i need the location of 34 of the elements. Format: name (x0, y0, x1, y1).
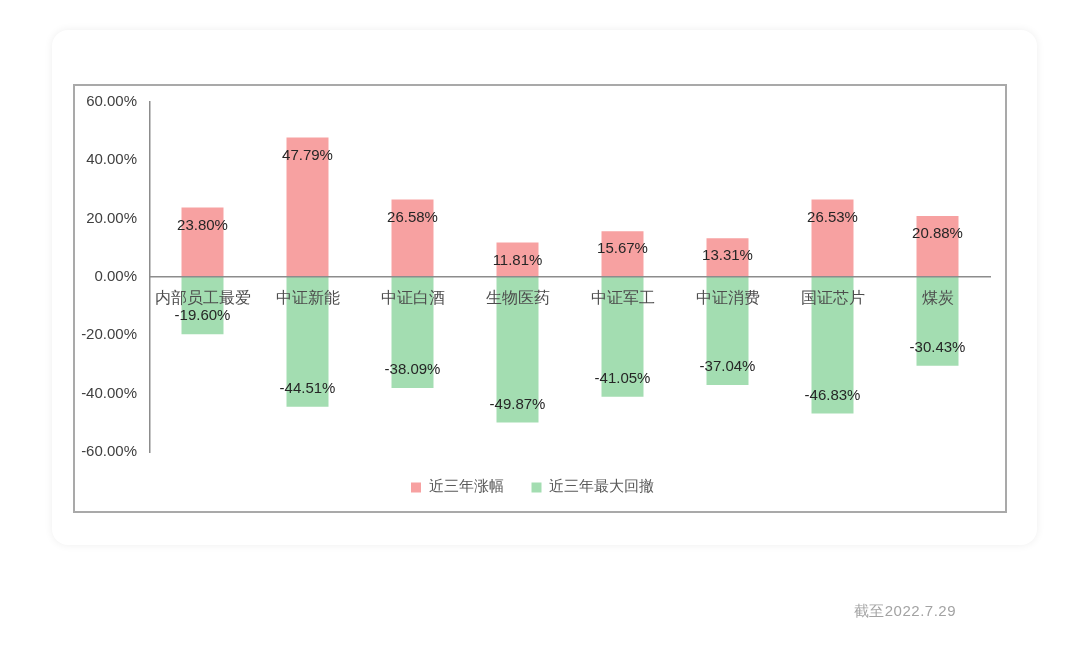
data-label: 26.53% (807, 207, 858, 225)
legend-label: 近三年最大回撤 (549, 477, 654, 496)
y-tick-label: 60.00% (86, 92, 137, 110)
data-label: 13.31% (702, 246, 753, 264)
data-label: -44.51% (279, 378, 336, 396)
y-tick-label: -20.00% (81, 325, 137, 343)
data-label: 15.67% (597, 239, 648, 257)
x-tick-label: 中证新能 (275, 287, 340, 307)
x-tick-label: 生物医药 (485, 287, 550, 307)
y-tick-label: 0.00% (94, 267, 137, 285)
y-tick-label: 20.00% (86, 208, 137, 226)
data-label: -30.43% (909, 337, 966, 355)
x-tick-label: 煤炭 (921, 287, 954, 307)
data-label: 26.58% (387, 207, 438, 225)
x-tick-label: 内部员工最爱 (154, 287, 251, 307)
data-label: -19.60% (174, 306, 231, 324)
data-label: 11.81% (492, 250, 543, 268)
text: 截至2022.7.29 (853, 601, 956, 621)
x-tick-label: 中证军工 (590, 287, 655, 307)
data-label: 23.80% (177, 215, 228, 233)
y-tick-label: -40.00% (81, 383, 137, 401)
data-label: 47.79% (282, 145, 333, 163)
y-tick-label: -60.00% (81, 442, 137, 460)
x-tick-label: 中证消费 (695, 287, 760, 307)
data-label: -41.05% (594, 368, 651, 386)
data-label: -49.87% (489, 394, 546, 412)
y-tick-label: 40.00% (86, 150, 137, 168)
x-tick-label: 中证白酒 (380, 287, 445, 307)
data-label: 20.88% (912, 224, 963, 242)
data-label: -46.83% (804, 385, 861, 403)
data-label: -37.04% (699, 357, 756, 375)
x-tick-label: 国证芯片 (800, 287, 865, 307)
legend-label: 近三年涨幅 (428, 477, 504, 496)
data-label: -38.09% (384, 360, 441, 378)
